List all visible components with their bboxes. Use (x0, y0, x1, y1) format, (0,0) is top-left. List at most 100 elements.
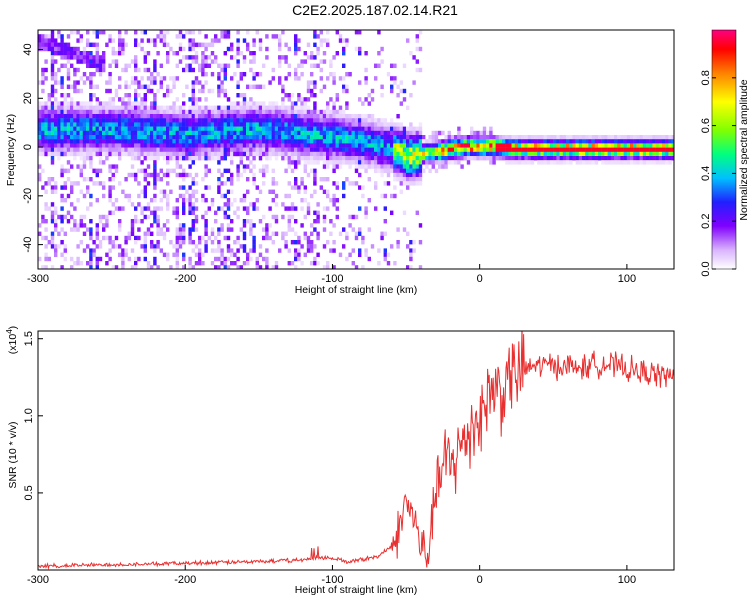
spectrogram-cell (290, 202, 295, 207)
spectrogram-cell (105, 88, 109, 94)
spectrogram-cell (76, 122, 80, 127)
spectrogram-cell (338, 135, 343, 140)
spectrogram-cell (294, 185, 298, 190)
spectrogram-cell (175, 231, 179, 236)
spectrogram-cell (249, 248, 253, 253)
spectrogram-cell (82, 109, 87, 115)
spectrogram-cell (201, 198, 205, 203)
spectrogram-cell (409, 168, 413, 173)
spectrogram-cell (278, 80, 282, 85)
spectrogram-cell (230, 156, 234, 161)
spectrogram-cell (153, 76, 157, 81)
spectrogram-cell (598, 147, 602, 152)
spectrogram-cell (194, 80, 199, 85)
spectrogram-cell (454, 139, 458, 144)
spectrogram-cell (204, 105, 208, 110)
spectrogram-cell (530, 139, 535, 144)
spectrogram-cell (217, 151, 221, 157)
spectrogram-cell (130, 265, 135, 269)
spectrogram-cell (255, 118, 259, 123)
spectrogram-cell (636, 143, 640, 148)
spectrogram-cell (118, 147, 122, 152)
spectrogram-cell (508, 151, 512, 157)
spectrogram-cell (505, 135, 509, 140)
spectrogram-cell (47, 38, 51, 43)
spectrogram-cell (191, 114, 195, 119)
spectrogram-cell (182, 198, 186, 203)
spectrogram-cell (335, 122, 339, 127)
spectrogram-cell (111, 172, 115, 178)
spectrogram-cell (95, 122, 99, 127)
spectrogram-cell (210, 122, 215, 127)
spectrogram-cell (377, 139, 381, 144)
spectrogram-cell (300, 59, 304, 64)
spectrogram-cell (89, 151, 93, 157)
spectrogram-cell (409, 147, 413, 152)
spectrogram-cell (41, 235, 45, 241)
spectrogram-cell (134, 97, 138, 102)
spectrogram-cell (140, 46, 144, 52)
spectrogram-cell (604, 143, 608, 148)
spectrogram-cell (143, 248, 147, 253)
spectrogram-cell (345, 143, 349, 148)
spectrogram-cell (380, 235, 384, 241)
spectrogram-cell (70, 130, 74, 136)
spectrogram-cell (447, 130, 451, 136)
spectrogram-cell (182, 122, 186, 127)
spectrogram-cell (38, 80, 42, 85)
spectrogram-cell (617, 139, 621, 144)
spectrogram-cell (271, 189, 275, 194)
spectrogram-cell (342, 130, 346, 136)
spectrogram-cell (166, 143, 170, 148)
spectrogram-cell (185, 84, 189, 89)
spectrogram-cell (354, 143, 359, 148)
spectrogram-cell (143, 244, 147, 249)
spectrogram-cell (342, 143, 346, 148)
spectrogram-cell (287, 46, 291, 52)
spectrogram-cell (374, 130, 378, 136)
spectrogram-cell (543, 160, 547, 165)
spectrogram-cell (406, 151, 410, 157)
spectrogram-cell (140, 105, 144, 110)
spectrogram-cell (367, 143, 371, 148)
spectrogram-cell (300, 147, 304, 152)
spectrogram-cell (412, 168, 416, 173)
spectrogram-cell (121, 135, 125, 140)
spectrogram-cell (204, 135, 208, 140)
spectrogram-cell (252, 118, 256, 123)
spectrogram-cell (156, 51, 160, 56)
spectrogram-cell (313, 135, 317, 140)
spectrogram-cell (194, 122, 199, 127)
spectrogram-cell (207, 135, 211, 140)
spectrogram-cell (153, 181, 157, 186)
spectrogram-cell (338, 151, 343, 157)
spectrogram-cell (178, 59, 183, 64)
spectrogram-cell (63, 63, 67, 68)
spectrogram-cell (210, 151, 215, 157)
spectrogram-cell (89, 227, 93, 232)
spectrogram-cell (166, 227, 170, 232)
spectrogram-cell (63, 185, 67, 190)
spectrogram-cell (159, 109, 163, 115)
spectrogram-cell (326, 38, 330, 43)
spectrogram-cell (70, 189, 74, 194)
spectrogram-cell (44, 59, 48, 64)
spectrogram-cell (194, 105, 199, 110)
spectrogram-cell (290, 168, 295, 173)
spectrogram-cell (249, 219, 253, 224)
spectrogram-cell (121, 97, 125, 102)
spectrogram-cell (649, 160, 653, 165)
spectrogram-cell (550, 147, 554, 152)
spectrogram-cell (89, 72, 93, 77)
spectrogram-cell (310, 139, 314, 144)
spectrogram-cell (95, 151, 99, 157)
spectrogram-cell (364, 156, 368, 161)
spectrogram-cell (70, 147, 74, 152)
snr-x-tick-label: -200 (174, 574, 196, 586)
spectrogram-cell (114, 139, 119, 144)
spectrogram-cell (175, 235, 179, 241)
spectrogram-cell (255, 114, 259, 119)
spectrogram-cell (108, 198, 112, 203)
spectrogram-cell (121, 189, 125, 194)
spectrogram-cell (418, 160, 423, 165)
